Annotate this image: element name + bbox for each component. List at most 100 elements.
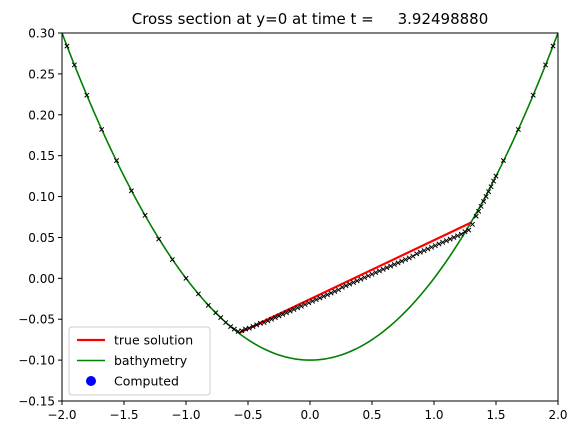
- computed-point: [469, 221, 475, 227]
- computed-point: [481, 198, 487, 205]
- computed-point: [373, 270, 379, 276]
- computed-point: [425, 246, 431, 252]
- computed-point: [402, 256, 409, 263]
- computed-point: [265, 318, 271, 324]
- computed-point: [64, 43, 70, 49]
- computed-point: [183, 275, 189, 281]
- computed-point: [169, 256, 175, 263]
- computed-point: [417, 249, 423, 255]
- computed-point: [306, 300, 312, 306]
- computed-point: [476, 208, 482, 214]
- x-tick-label: −1.5: [109, 408, 138, 422]
- y-tick-label: −0.10: [18, 354, 55, 368]
- computed-point: [455, 233, 461, 239]
- legend-true-solution-label: true solution: [114, 333, 193, 348]
- computed-point: [246, 325, 252, 331]
- computed-point: [280, 311, 286, 317]
- computed-point: [414, 251, 420, 257]
- computed-point: [309, 298, 316, 304]
- computed-point: [321, 293, 327, 299]
- x-tick-label: 2.0: [548, 408, 567, 422]
- y-tick-label: 0.00: [28, 272, 55, 286]
- computed-point: [218, 315, 224, 321]
- computed-point: [223, 319, 229, 326]
- computed-point: [142, 212, 148, 218]
- y-tick-label: 0.15: [28, 149, 55, 163]
- legend-box: [68, 326, 211, 396]
- computed-point: [354, 278, 360, 284]
- computed-point: [362, 274, 368, 281]
- y-tick-label: 0.25: [28, 67, 55, 81]
- computed-point: [335, 287, 342, 293]
- x-tick-label: −0.5: [233, 408, 262, 422]
- computed-point: [235, 328, 241, 335]
- computed-point: [71, 62, 77, 68]
- computed-point: [250, 324, 256, 330]
- computed-point: [369, 271, 375, 277]
- computed-point: [447, 236, 453, 242]
- computed-point: [543, 62, 549, 68]
- computed-point: [550, 43, 556, 49]
- computed-point: [272, 315, 278, 321]
- computed-point: [410, 253, 416, 259]
- computed-point: [451, 234, 457, 240]
- computed-point: [283, 310, 289, 316]
- computed-point: [317, 295, 323, 301]
- computed-point: [421, 247, 427, 254]
- x-tick-label: 0.0: [300, 408, 319, 422]
- chart-title: Cross section at y=0 at time t = 3.92498…: [132, 10, 489, 28]
- computed-point: [254, 322, 260, 328]
- computed-point: [436, 241, 442, 247]
- y-tick-label: 0.30: [28, 27, 55, 41]
- computed-point: [313, 297, 319, 303]
- legend-computed-label: Computed: [114, 374, 179, 389]
- computed-point: [261, 319, 267, 326]
- computed-point: [350, 279, 356, 285]
- computed-point: [276, 313, 282, 319]
- x-tick-label: 1.0: [424, 408, 443, 422]
- computed-point: [473, 213, 479, 219]
- computed-point: [84, 92, 90, 98]
- computed-point: [195, 291, 201, 297]
- computed-point: [432, 243, 438, 249]
- computed-point: [239, 328, 245, 334]
- computed-point: [343, 283, 349, 289]
- computed-point: [347, 281, 353, 287]
- computed-point: [339, 284, 345, 290]
- computed-point: [395, 260, 401, 266]
- legend: true solution bathymetry Computed: [68, 326, 211, 396]
- computed-point: [302, 301, 308, 308]
- computed-point: [332, 288, 338, 294]
- x-tick-label: −2.0: [47, 408, 76, 422]
- computed-point: [99, 126, 105, 133]
- computed-point: [515, 126, 521, 133]
- computed-point: [399, 258, 405, 264]
- computed-point: [231, 326, 237, 332]
- computed-point: [478, 203, 484, 209]
- computed-point: [391, 261, 397, 267]
- computed-point: [483, 194, 489, 200]
- axes: −2.0 −1.5 −1.0 −0.5 0.0 0.5 1.0 1.5 2.0 −0.15 −0.1…: [18, 27, 567, 423]
- computed-point: [114, 158, 120, 164]
- computed-point: [493, 173, 499, 179]
- plot-area: [62, 33, 558, 361]
- computed-point: [328, 290, 334, 296]
- computed-point: [257, 320, 263, 326]
- computed-point: [530, 92, 536, 98]
- computed-point: [500, 158, 506, 164]
- computed-point: [440, 239, 446, 245]
- computed-point: [490, 178, 497, 184]
- computed-point: [458, 231, 464, 237]
- computed-point: [443, 238, 449, 244]
- computed-point: [324, 292, 330, 298]
- computed-point: [228, 324, 234, 330]
- computed-point: [462, 229, 468, 235]
- legend-bathymetry-label: bathymetry: [114, 353, 188, 368]
- computed-point: [388, 263, 394, 269]
- x-tick-label: −1.0: [171, 408, 200, 422]
- computed-point: [291, 306, 297, 312]
- legend-computed-swatch: [86, 376, 96, 386]
- computed-point: [242, 326, 249, 332]
- computed-point: [380, 266, 386, 272]
